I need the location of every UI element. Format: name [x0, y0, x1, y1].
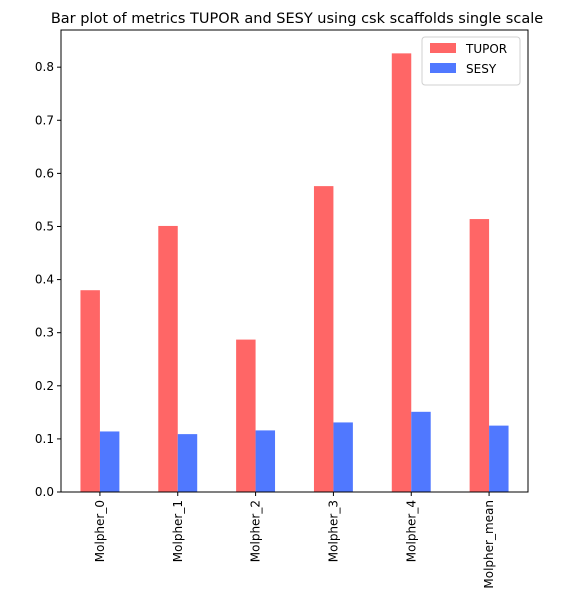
y-tick-label: 0.2: [35, 379, 54, 393]
bar-tupor-molpher_4: [391, 53, 412, 493]
x-tick-label: Molpher_0: [93, 500, 107, 562]
bar-sesy-molpher_0: [99, 431, 120, 492]
bar-sesy-molpher_4: [411, 411, 431, 492]
y-tick-label: 0.0: [35, 485, 54, 499]
bar-tupor-molpher_2: [236, 339, 256, 492]
y-tick-label: 0.3: [35, 326, 54, 340]
x-tick-label: Molpher_2: [249, 500, 263, 562]
bar-tupor-molpher_1: [158, 225, 178, 492]
legend-swatch-sesy: [430, 63, 456, 73]
y-tick-label: 0.7: [35, 113, 54, 127]
y-tick-label: 0.4: [35, 273, 54, 287]
x-tick-label: Molpher_4: [404, 500, 418, 562]
y-tick-label: 0.6: [35, 166, 54, 180]
bar-tupor-molpher_0: [80, 290, 100, 492]
x-tick-label: Molpher_3: [326, 500, 340, 562]
y-tick-label: 0.5: [35, 219, 54, 233]
x-tick-label: Molpher_1: [171, 500, 185, 562]
bar-tupor-molpher_mean: [469, 219, 490, 493]
bar-sesy-molpher_mean: [489, 425, 509, 492]
x-tick-label: Molpher_mean: [482, 500, 496, 589]
y-tick-label: 0.8: [35, 60, 54, 74]
legend-label-sesy: SESY: [466, 62, 497, 76]
legend-swatch-tupor: [430, 43, 456, 53]
bar-sesy-molpher_2: [255, 430, 276, 492]
axes-layer: 0.0 0.1 0.2 0.3 0.4 0.5 0.6 0.7 0.8 Molpher_0 Molp…: [35, 29, 529, 589]
bar-tupor-molpher_3: [313, 186, 334, 492]
bar-sesy-molpher_3: [333, 422, 353, 492]
bars-layer: [80, 53, 509, 493]
plot-frame: [60, 29, 529, 493]
bar-sesy-molpher_1: [177, 434, 198, 492]
chart-title: Bar plot of metrics TUPOR and SESY using…: [51, 11, 543, 27]
legend: TUPOR SESY: [421, 36, 521, 86]
y-tick-label: 0.1: [35, 432, 54, 446]
legend-label-tupor: TUPOR: [465, 42, 507, 56]
